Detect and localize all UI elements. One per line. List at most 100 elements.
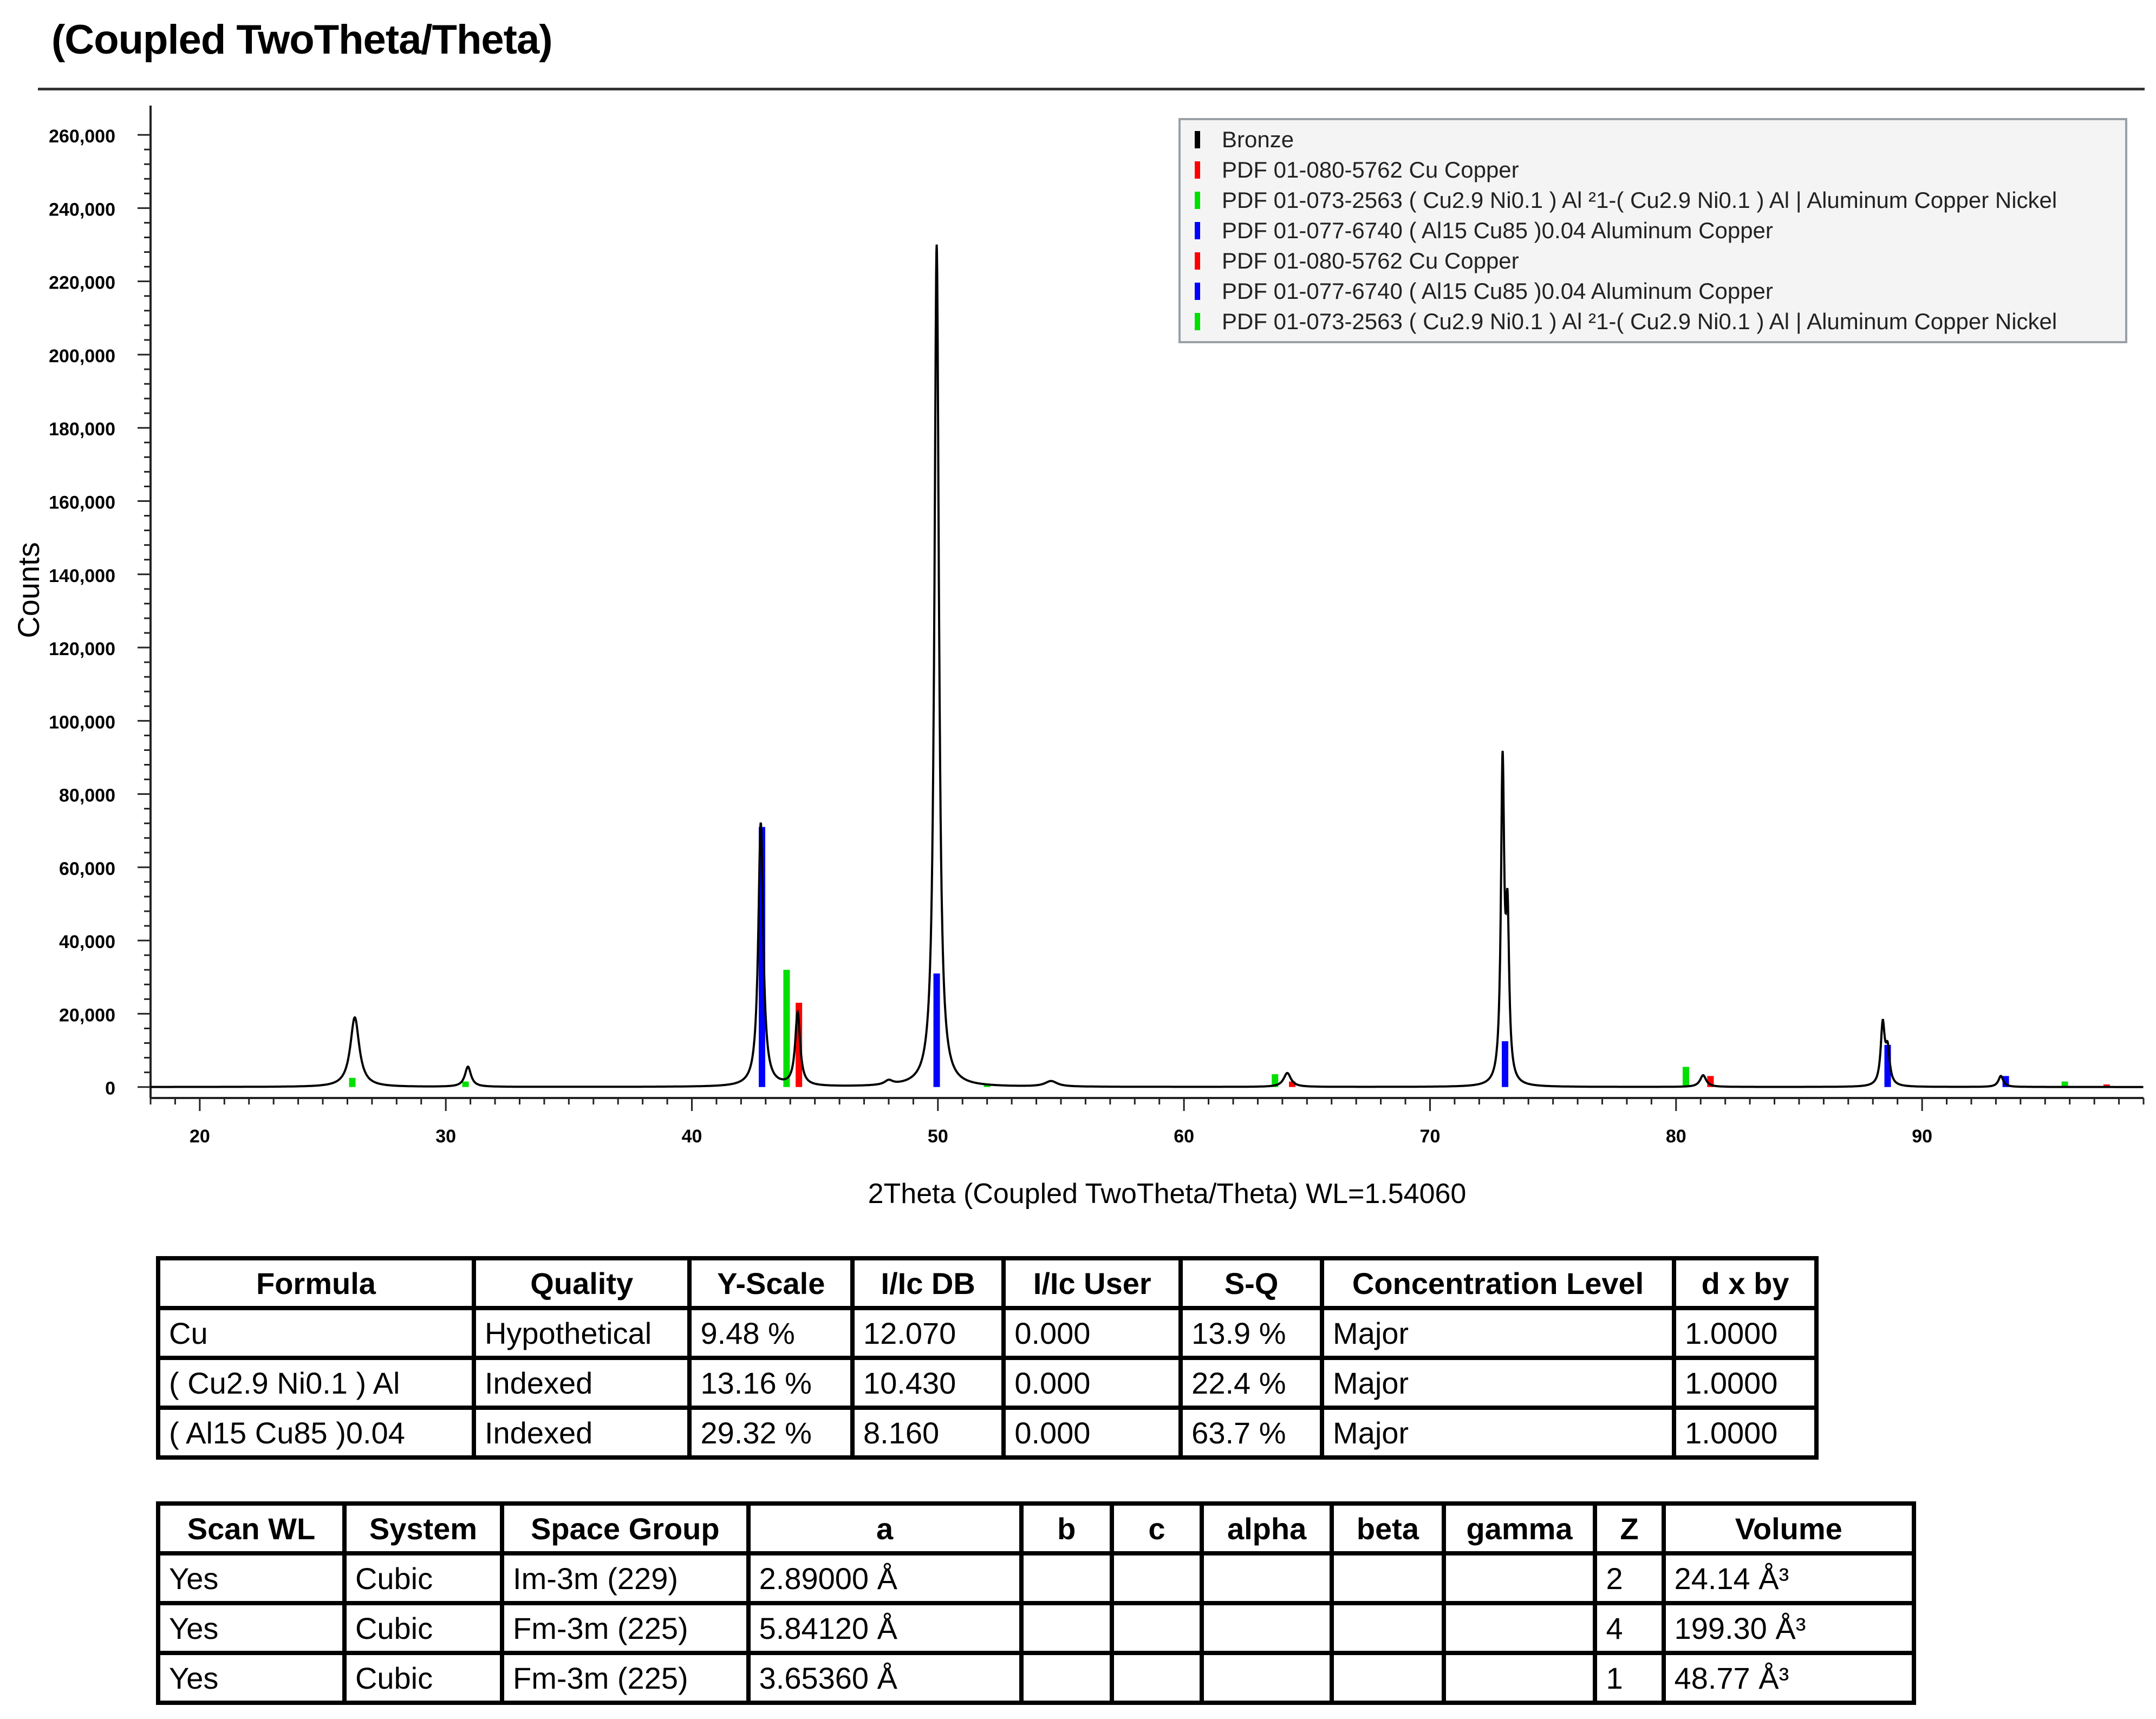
- table-cell: [1200, 1551, 1334, 1605]
- table-cell: 0.000: [1001, 1406, 1183, 1460]
- y-tick-label: 200,000: [49, 346, 115, 367]
- table-cell: [1109, 1651, 1204, 1705]
- x-tick-label: 40: [682, 1126, 702, 1147]
- table-cell: 29.32 %: [687, 1406, 855, 1460]
- column-header: Z: [1593, 1501, 1666, 1555]
- y-tick-label: 260,000: [49, 126, 115, 147]
- y-tick-label: 160,000: [49, 492, 115, 513]
- table-cell: 0.000: [1001, 1356, 1183, 1410]
- table-cell: 8.160: [850, 1406, 1006, 1460]
- bronze-line: [151, 244, 2144, 1088]
- legend-swatch: [1195, 252, 1200, 270]
- table-cell: Cu: [156, 1306, 476, 1360]
- column-header: S-Q: [1178, 1256, 1325, 1310]
- legend-swatch: [1195, 313, 1200, 330]
- table-cell: [1330, 1651, 1446, 1705]
- x-tick-label: 20: [190, 1126, 210, 1147]
- table-cell: [1441, 1651, 1598, 1705]
- y-tick-label: 0: [105, 1079, 115, 1099]
- column-header: Space Group: [500, 1501, 751, 1555]
- table-cell: [1019, 1651, 1114, 1705]
- table-cell: Major: [1320, 1406, 1677, 1460]
- table-cell: Fm-3m (225): [500, 1601, 751, 1655]
- table-cell: 24.14 Å³: [1661, 1551, 1917, 1605]
- table-cell: 5.84120 Å: [746, 1601, 1024, 1655]
- table-cell: 2.89000 Å: [746, 1551, 1024, 1605]
- table-cell: Yes: [156, 1551, 347, 1605]
- table-cell: 9.48 %: [687, 1306, 855, 1360]
- table-cell: [1109, 1551, 1204, 1605]
- table-cell: Yes: [156, 1601, 347, 1655]
- table-cell: Cubic: [342, 1651, 505, 1705]
- x-tick-label: 80: [1666, 1126, 1686, 1147]
- x-axis-label: 2Theta (Coupled TwoTheta/Theta) WL=1.540…: [868, 1178, 1467, 1210]
- table-row: Yes Cubic Fm-3m (225) 5.84120 Å 4 199.30 Å³: [156, 1601, 1917, 1655]
- legend-entry: PDF 01-080-5762 Cu Copper: [1222, 157, 1519, 182]
- legend-swatch: [1195, 192, 1200, 209]
- column-header: c: [1109, 1501, 1204, 1555]
- x-tick-label: 50: [928, 1126, 948, 1147]
- table-cell: 1.0000: [1672, 1356, 1819, 1410]
- table-cell: 4: [1593, 1601, 1666, 1655]
- table-cell: 1.0000: [1672, 1406, 1819, 1460]
- column-header: d x by: [1672, 1256, 1819, 1310]
- x-tick-label: 90: [1912, 1126, 1932, 1147]
- column-header: Scan WL: [156, 1501, 347, 1555]
- table-row: Yes Cubic Fm-3m (225) 3.65360 Å 1 48.77 Å³: [156, 1651, 1917, 1705]
- column-header: Y-Scale: [687, 1256, 855, 1310]
- table-cell: 10.430: [850, 1356, 1006, 1410]
- x-tick-label: 70: [1420, 1126, 1441, 1147]
- table-cell: ( Cu2.9 Ni0.1 ) Al: [156, 1356, 476, 1410]
- table-cell: 13.16 %: [687, 1356, 855, 1410]
- table-cell: [1019, 1601, 1114, 1655]
- column-header: Quality: [471, 1256, 692, 1310]
- table-cell: Major: [1320, 1356, 1677, 1410]
- table-cell: Indexed: [471, 1406, 692, 1460]
- legend-swatch: [1195, 161, 1200, 179]
- phase-quantification-table: Formula Quality Y-Scale I/Ic DB I/Ic User S-Q…: [156, 1256, 1819, 1460]
- xrd-chart: 0 20,000 40,000 60,000 80,000 100,000 120,000 1…: [11, 106, 2145, 1210]
- page-title: (Coupled TwoTheta/Theta): [51, 17, 553, 63]
- column-header: beta: [1330, 1501, 1446, 1555]
- y-tick-label: 40,000: [59, 932, 115, 952]
- table-cell: 12.070: [850, 1306, 1006, 1360]
- table-cell: [1200, 1651, 1334, 1705]
- legend-swatch: [1195, 283, 1200, 300]
- table-cell: 199.30 Å³: [1661, 1601, 1917, 1655]
- y-tick-label: 180,000: [49, 419, 115, 440]
- table-cell: 1: [1593, 1651, 1666, 1705]
- table-cell: Yes: [156, 1651, 347, 1705]
- x-tick-label: 30: [435, 1126, 456, 1147]
- table-cell: 1.0000: [1672, 1306, 1819, 1360]
- column-header: gamma: [1441, 1501, 1598, 1555]
- legend-entry: PDF 01-077-6740 ( Al15 Cu85 )0.04 Alumin…: [1222, 278, 1773, 304]
- table-cell: ( Al15 Cu85 )0.04: [156, 1406, 476, 1460]
- reference-sticks: [349, 827, 2110, 1087]
- table-row: ( Cu2.9 Ni0.1 ) Al Indexed 13.16 % 10.430 0.…: [156, 1356, 1819, 1410]
- legend-entry: PDF 01-077-6740 ( Al15 Cu85 )0.04 Alumin…: [1222, 218, 1773, 243]
- table-cell: 13.9 %: [1178, 1306, 1325, 1360]
- column-header: Formula: [156, 1256, 476, 1310]
- legend-swatch: [1195, 222, 1200, 239]
- bronze-trace: [151, 244, 2144, 1088]
- table-cell: 2: [1593, 1551, 1666, 1605]
- y-tick-label: 100,000: [49, 712, 115, 733]
- table-cell: [1200, 1601, 1334, 1655]
- legend-swatch: [1195, 131, 1200, 148]
- table-cell: [1441, 1601, 1598, 1655]
- chart-axes: 0 20,000 40,000 60,000 80,000 100,000 120,000 1…: [49, 106, 2145, 1147]
- table-cell: 48.77 Å³: [1661, 1651, 1917, 1705]
- legend-entry: Bronze: [1222, 127, 1294, 152]
- y-tick-label: 240,000: [49, 199, 115, 220]
- table-cell: 22.4 %: [1178, 1356, 1325, 1410]
- legend-entry: PDF 01-080-5762 Cu Copper: [1222, 248, 1519, 273]
- table-cell: Cubic: [342, 1551, 505, 1605]
- chart-legend: Bronze PDF 01-080-5762 Cu Copper PDF 01-07…: [1178, 118, 2127, 343]
- y-tick-label: 220,000: [49, 273, 115, 293]
- column-header: a: [746, 1501, 1024, 1555]
- table-row: Cu Hypothetical 9.48 % 12.070 0.000 13.9 % Maj…: [156, 1306, 1819, 1360]
- table-row: Yes Cubic Im-3m (229) 2.89000 Å 2 24.14 Å³: [156, 1551, 1917, 1605]
- legend-entry: PDF 01-073-2563 ( Cu2.9 Ni0.1 ) Al ²1-( …: [1222, 187, 2057, 213]
- legend-entry: PDF 01-073-2563 ( Cu2.9 Ni0.1 ) Al ²1-( …: [1222, 309, 2057, 334]
- column-header: I/Ic User: [1001, 1256, 1183, 1310]
